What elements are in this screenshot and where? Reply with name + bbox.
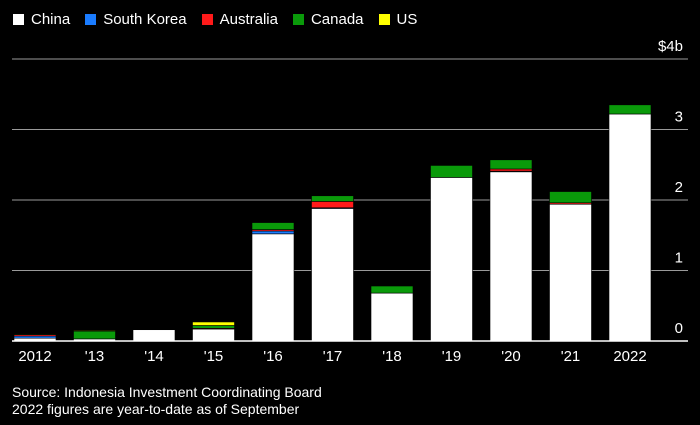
bar-segment-china — [132, 329, 176, 342]
bar-segment-canada — [430, 165, 473, 178]
bar-segment-canada — [13, 333, 57, 335]
legend-swatch — [291, 13, 305, 26]
bar-segment-australia — [489, 168, 533, 172]
legend-item-china: China — [12, 11, 70, 28]
x-tick-label: '16 — [263, 348, 283, 365]
bar-segment-china — [430, 177, 473, 342]
y-tick-label: 3 — [675, 109, 683, 126]
x-tick-label: '13 — [85, 348, 105, 365]
legend-item-south-korea: South Korea — [84, 11, 187, 28]
legend-label: Australia — [219, 11, 278, 28]
bar-segment-canada — [370, 285, 414, 294]
legend-item-australia: Australia — [200, 11, 278, 28]
bar-segment-china — [370, 292, 414, 342]
bar-segment-china — [251, 233, 295, 342]
bar-segment-south-korea — [13, 335, 57, 339]
source-notes: Source: Indonesia Investment Coordinatin… — [12, 384, 322, 418]
x-tick-label: '18 — [382, 348, 402, 365]
x-tick-label: 2022 — [613, 348, 646, 365]
y-tick-label: 0 — [675, 320, 683, 337]
bar-segment-canada — [608, 104, 652, 115]
x-tick-label: 2012 — [18, 348, 51, 365]
bar-segment-south-korea — [251, 230, 295, 235]
bar-segment-australia — [311, 201, 354, 209]
legend-swatch — [200, 13, 214, 26]
legend: China South Korea Australia Canada US — [12, 11, 431, 28]
bar-segment-us — [73, 330, 116, 332]
bar-segment-canada — [73, 330, 116, 340]
legend-label: South Korea — [103, 11, 187, 28]
bar-segment-canada — [549, 191, 592, 204]
source-line: Source: Indonesia Investment Coordinatin… — [12, 384, 322, 400]
bar-segment-canada — [489, 159, 533, 170]
legend-label: China — [31, 11, 71, 28]
legend-swatch — [377, 13, 391, 26]
y-tick-label: 1 — [675, 250, 683, 267]
x-tick-label: '14 — [144, 348, 164, 365]
x-tick-label: '21 — [561, 348, 581, 365]
x-tick-label: '17 — [323, 348, 343, 365]
y-tick-label: 2 — [675, 179, 683, 196]
bar-segment-china — [192, 328, 235, 342]
bar-segment-canada — [311, 195, 354, 202]
bar-segment-canada — [251, 222, 295, 230]
footnote-line: 2022 figures are year-to-date as of Sept… — [12, 401, 300, 417]
legend-item-us: US — [377, 11, 418, 28]
x-tick-label: '20 — [501, 348, 521, 365]
y-tick-label: $4b — [658, 38, 683, 55]
bar-segment-china — [608, 113, 652, 342]
bar-segment-china — [489, 171, 533, 342]
bar-segment-china — [549, 203, 592, 342]
legend-swatch — [12, 13, 25, 26]
bar-segment-us — [192, 321, 235, 326]
x-tick-label: '19 — [442, 348, 462, 365]
legend-swatch — [84, 13, 98, 26]
legend-item-canada: Canada — [291, 11, 364, 28]
bar-segment-canada — [192, 325, 235, 329]
legend-label: US — [396, 11, 418, 28]
x-tick-label: '15 — [204, 348, 224, 365]
bar-segment-china — [311, 208, 354, 342]
legend-label: Canada — [310, 11, 364, 28]
